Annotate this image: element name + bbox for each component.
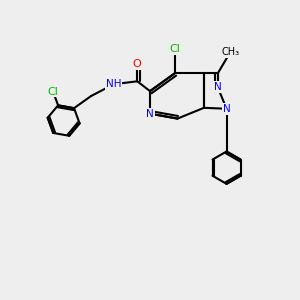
Text: NH: NH [106,79,122,89]
Text: CH₃: CH₃ [221,47,239,57]
Text: Cl: Cl [169,44,180,54]
Text: O: O [133,58,142,69]
Text: N: N [214,82,222,92]
Text: N: N [146,109,154,119]
Text: N: N [223,104,230,114]
Text: Cl: Cl [48,86,58,97]
